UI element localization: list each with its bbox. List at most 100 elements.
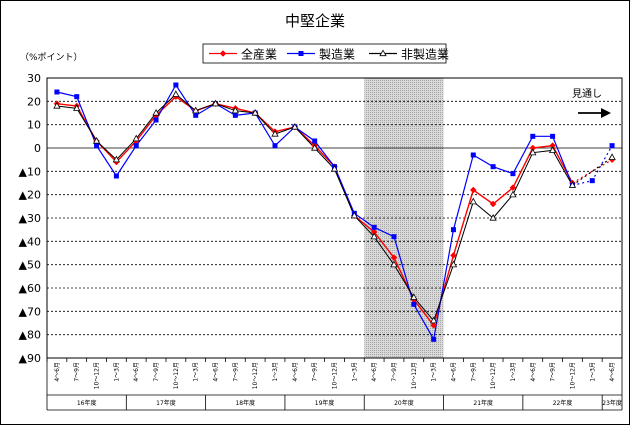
data-point [251,108,259,116]
data-point [470,152,476,158]
data-point [469,197,477,205]
x-tick-label: 4～6月 [54,362,61,382]
data-point [272,143,278,149]
y-axis-label: （%ポイント） [20,52,83,63]
x-tick-label: 10～12月 [569,362,576,389]
data-point [73,104,81,111]
x-tick-label: 7～9月 [153,362,160,382]
data-point [449,260,458,268]
data-point [550,133,556,139]
data-point [391,234,397,240]
data-point [112,155,121,163]
y-tick-label: 0 [34,142,41,155]
year-group-label: 19年度 [315,399,335,407]
data-point [530,133,536,139]
year-group-label: 23年度 [602,399,622,407]
data-point [371,224,377,230]
legend-marker [219,50,227,57]
x-tick-label: 1～3月 [272,362,279,382]
data-point [431,336,437,342]
x-tick-label: 10～12月 [411,362,418,389]
forecast-label: 見通し [572,88,602,100]
data-point [469,186,477,194]
data-point [231,106,240,114]
data-point [271,129,279,137]
y-tick-label: ▲50 [19,259,41,272]
y-tick-label: ▲80 [19,329,41,342]
data-point [330,164,339,172]
data-point [54,89,60,95]
data-point [232,112,238,118]
x-tick-label: 7～9月 [232,362,239,382]
year-group-label: 17年度 [156,399,176,407]
x-tick-label: 10～12月 [490,362,497,389]
x-tick-label: 10～12月 [252,362,259,389]
x-tick-label: 1～3月 [193,362,200,382]
y-tick-label: ▲30 [19,212,41,225]
legend-marker [379,49,387,57]
y-tick-label: ▲40 [19,235,41,248]
x-tick-label: 10～12月 [332,362,339,389]
data-point [94,143,100,149]
data-point [192,106,200,114]
data-point [312,138,318,144]
x-tick-label: 10～12月 [94,362,101,389]
data-point [350,211,359,219]
data-point [568,181,577,188]
data-point [133,143,139,149]
y-tick-label: ▲60 [19,282,41,295]
data-point [310,143,319,151]
data-point [172,90,180,97]
data-point [509,190,517,198]
data-point [410,293,418,300]
year-group-label: 18年度 [235,399,255,407]
data-point [152,108,160,116]
x-tick-label: 4～6月 [133,362,140,382]
x-tick-label: 1～3月 [351,362,358,382]
plot-area [46,77,623,359]
data-point [529,148,537,156]
data-point [74,94,80,100]
year-group-label: 21年度 [473,399,493,407]
x-tick-label: 1～3月 [510,362,517,382]
y-tick-label: ▲90 [19,352,41,365]
data-point [489,213,497,221]
data-point [589,178,595,184]
forecast-arrow-head [601,108,611,118]
data-point [490,164,496,170]
x-tick-label: 1～3月 [113,362,120,382]
data-point [510,171,516,177]
x-tick-label: 10～12月 [173,362,180,389]
x-tick-label: 4～6月 [371,362,378,382]
data-point [370,232,378,240]
legend-label: 非製造業 [401,48,449,62]
data-point [489,200,497,208]
x-tick-label: 4～6月 [213,362,220,382]
y-tick-label: 20 [27,95,41,108]
x-tick-label: 4～6月 [530,362,537,382]
data-point [608,153,616,160]
y-tick-label: 10 [27,119,41,132]
data-point [429,316,438,324]
y-tick-label: ▲10 [19,165,41,178]
y-tick-label: ▲20 [19,189,41,202]
legend-label: 全産業 [241,47,277,62]
x-tick-label: 7～9月 [550,362,557,382]
legend-marker [298,51,304,56]
x-tick-label: 7～9月 [74,362,81,382]
x-tick-label: 7～9月 [470,362,477,382]
x-tick-label: 4～6月 [450,362,457,382]
data-point [450,227,456,233]
chart-title: 中堅企業 [285,12,345,30]
x-tick-label: 7～9月 [391,362,398,382]
year-group-label: 16年度 [77,399,97,407]
x-tick-label: 1～3月 [589,362,596,382]
data-point [548,146,557,153]
data-point [193,112,199,118]
legend-label: 製造業 [319,48,355,62]
data-point [430,321,437,329]
y-tick-label: 30 [27,72,41,85]
